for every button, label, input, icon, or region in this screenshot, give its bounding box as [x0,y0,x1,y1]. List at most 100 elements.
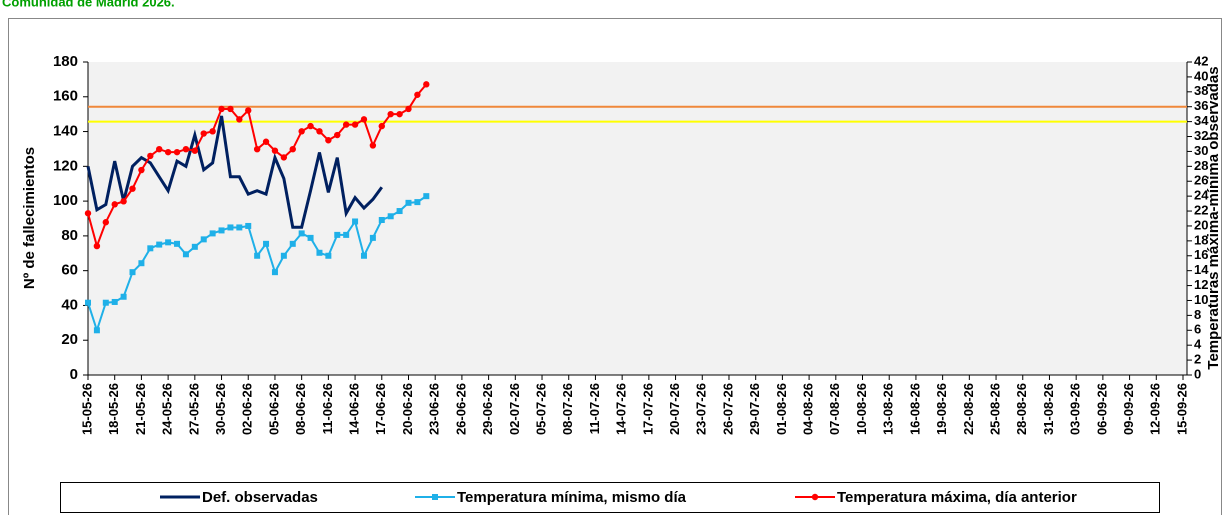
x-tick-label: 01-08-26 [774,383,789,435]
point [298,230,305,237]
point [289,240,296,247]
point [352,218,359,225]
point [325,137,332,144]
point [111,201,118,208]
x-tick-label: 11-06-26 [320,383,335,434]
point [280,252,287,259]
point [369,142,377,149]
x-tick-label: 21-05-26 [133,383,148,435]
point [156,241,163,248]
y2-tick-label: 42 [1194,53,1208,68]
point [147,152,154,160]
x-tick-label: 15-05-26 [79,383,94,435]
y2-tick-label: 0 [1194,366,1201,381]
point [111,298,118,305]
point [396,208,403,215]
legend-marker [811,493,819,501]
x-tick-label: 18-05-26 [106,383,121,435]
point [343,231,350,238]
x-tick-label: 05-06-26 [266,383,281,435]
legend-label: Temperatura máxima, día anterior [837,489,1077,506]
legend-marker [432,494,438,500]
point [218,227,225,234]
point [174,240,181,247]
point [227,105,234,113]
x-tick-label: 26-06-26 [453,383,468,435]
plot-area [88,62,1187,375]
point [334,231,341,238]
legend-label: Temperatura mínima, mismo día [457,489,687,506]
x-tick-label: 22-08-26 [961,383,976,435]
y-tick-label: 40 [61,296,78,313]
point [102,219,110,226]
x-tick-label: 25-08-26 [987,383,1002,435]
y2-tick-label: 30 [1194,143,1208,158]
point [102,299,109,306]
x-tick-label: 27-05-26 [186,383,201,435]
y2-tick-label: 6 [1194,322,1201,337]
x-tick-label: 12-09-26 [1148,383,1163,435]
point [245,222,252,229]
point [271,147,279,154]
point [307,234,314,241]
point [387,213,394,220]
y-tick-label: 120 [53,157,78,174]
point [414,91,421,98]
x-tick-label: 23-06-26 [427,383,442,435]
series-line [86,115,383,229]
y2-tick-label: 32 [1194,128,1208,143]
y2-tick-label: 24 [1194,188,1209,203]
y2-tick-label: 18 [1194,232,1208,247]
point [334,131,341,139]
point [191,147,199,154]
point [262,138,270,145]
x-tick-label: 24-05-26 [160,383,175,435]
y-tick-label: 80 [61,227,78,244]
point [405,105,412,113]
x-tick-label: 29-06-26 [480,383,495,435]
x-tick-label: 26-07-26 [720,383,735,435]
point [325,252,332,259]
y-tick-label: 140 [53,123,78,140]
point [84,210,92,217]
y-tick-label: 0 [70,366,78,383]
point [423,193,430,200]
y-tick-label: 180 [53,53,78,70]
y-tick-label: 20 [61,331,78,348]
point [138,166,145,174]
y2-tick-label: 16 [1194,247,1208,262]
point [298,128,305,135]
y2-tick-label: 8 [1194,307,1201,322]
x-tick-label: 17-06-26 [373,383,388,435]
y2-tick-label: 10 [1194,292,1208,307]
x-tick-label: 08-07-26 [560,383,575,435]
point [120,198,127,205]
x-tick-label: 31-08-26 [1041,383,1056,435]
point [369,234,376,241]
y2-tick-label: 40 [1194,68,1208,83]
y-tick-label: 100 [53,192,78,209]
point [396,110,403,118]
x-tick-label: 06-09-26 [1094,383,1109,435]
x-tick-label: 20-07-26 [667,383,682,435]
x-tick-label: 19-08-26 [934,383,949,435]
y2-tick-label: 26 [1194,173,1208,188]
point [253,145,261,153]
point [351,121,359,128]
legend-box [60,482,1160,513]
x-tick-label: 07-08-26 [827,383,842,435]
y2-tick-label: 4 [1194,337,1202,352]
y2-axis-title: Temperaturas máxima-mínima observadas [1205,66,1222,369]
point [164,148,172,156]
y-tick-label: 60 [61,262,78,279]
x-tick-label: 15-09-26 [1174,383,1189,435]
point [342,121,350,128]
x-tick-label: 28-08-26 [1014,383,1029,435]
x-tick-label: 02-06-26 [240,383,255,435]
point [378,216,385,223]
point [236,116,243,123]
point [227,224,234,231]
point [165,239,172,246]
point [289,145,296,153]
